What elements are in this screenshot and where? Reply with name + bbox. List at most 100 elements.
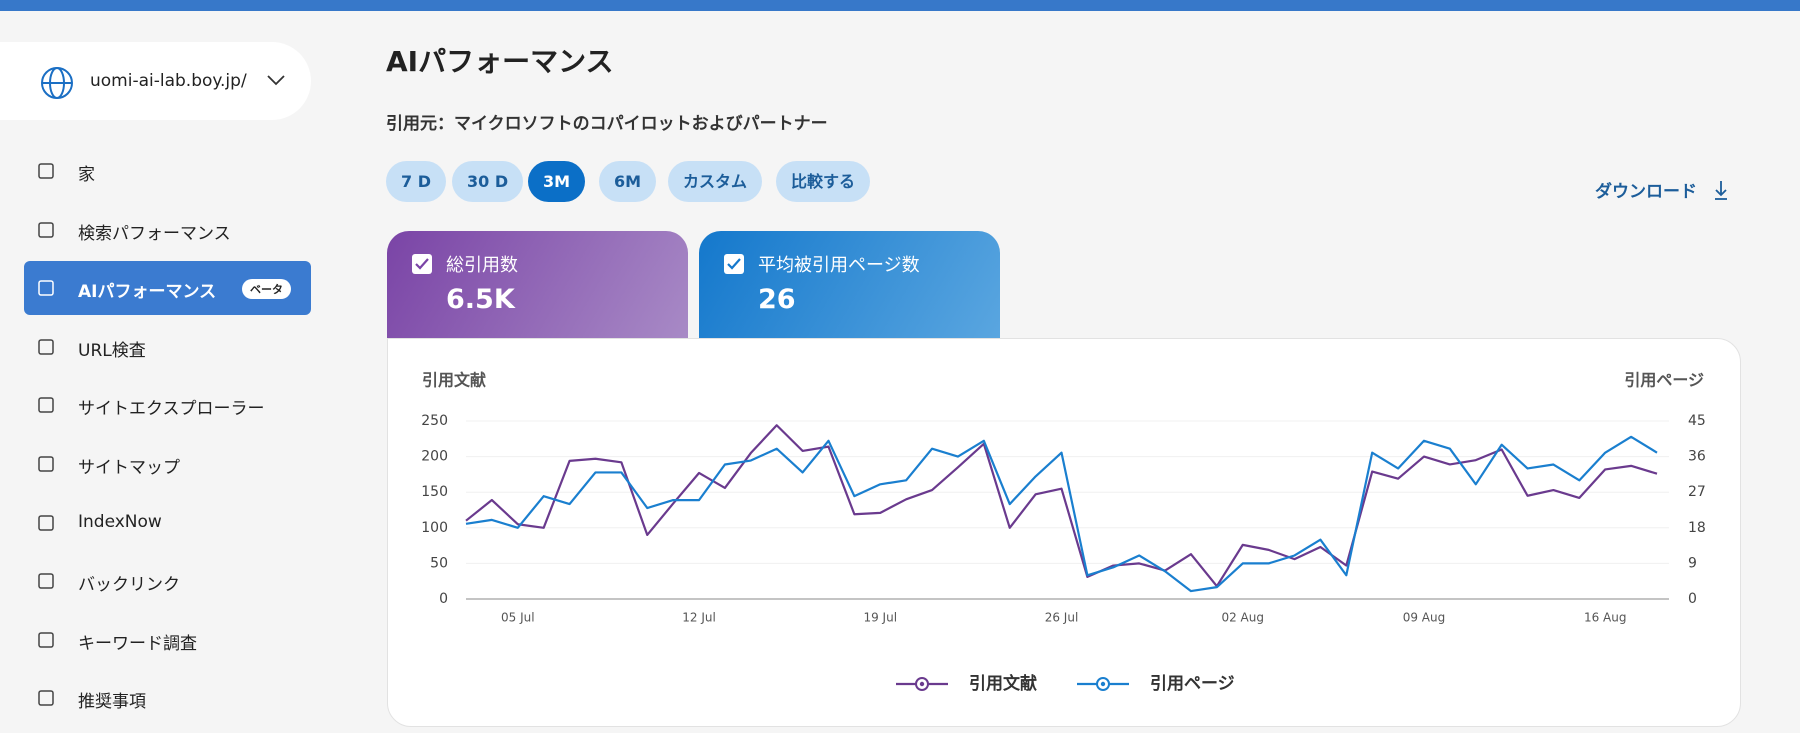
card-label: 平均被引用ページ数 [758,255,920,276]
metric-card[interactable]: 総引用数 6.5K [387,231,688,339]
tab[interactable]: 6M [599,161,657,202]
icon-shape [38,339,54,355]
series-line [465,424,1658,588]
nav-item[interactable]: 家 [24,144,311,198]
legend-label: 引用文献 [969,673,1037,694]
globe-icon [41,67,73,99]
nav-icon [38,163,54,179]
icon-shape [38,221,54,238]
y-tick-label: 150 [421,484,448,500]
nav-label: サイトエクスプローラー [78,399,265,420]
nav-item[interactable]: 推奨事項 [24,671,311,725]
nav-label: IndexNow [78,511,162,532]
nav-item[interactable]: キーワード調査 [24,613,311,667]
nav-label: バックリンク [78,575,180,596]
icon-shape [38,280,54,296]
nav-label: AIパフォーマンス [78,282,217,303]
y2-axis-title: 引用ページ [1624,371,1704,390]
legend-label: 引用ページ [1150,674,1235,694]
legend-dot [1100,681,1106,687]
check [727,258,741,270]
icon-shape [38,632,54,648]
nav-icon [38,456,54,472]
nav-icon [38,632,54,648]
nav-label: サイトマップ [78,458,180,478]
y-tick-label: 0 [439,591,448,607]
metric-card[interactable]: 平均被引用ページ数 26 [699,231,1000,339]
checkbox-box [724,254,744,274]
tab[interactable]: 3M [528,161,586,202]
tab[interactable]: 7 D [386,161,446,202]
nav-icon [38,339,54,355]
x-tick-label: 02 Aug [1221,611,1264,625]
tab[interactable]: カスタム [668,161,763,202]
nav-icon [38,690,54,707]
series-line [465,435,1658,593]
icon-shape [38,514,54,531]
nav-icon [38,514,54,531]
card-label: 総引用数 [446,255,518,276]
nav-label: 家 [78,165,95,185]
nav-item[interactable]: AIパフォーマンス ベータ [24,261,311,316]
x-tick-label: 19 Jul [863,611,897,625]
nav-badge: ベータ [242,279,291,300]
x-tick-label: 05 Jul [501,611,535,625]
checkbox [412,254,432,274]
legend-dot [919,681,925,687]
y2-tick-label: 27 [1688,484,1706,500]
nav-icon [38,280,54,296]
tab[interactable]: 比較する [776,161,871,202]
check [415,258,429,270]
nav-item[interactable]: サイトマップ [24,437,311,491]
domain-text: uomi-ai-lab.boy.jp/ [90,71,247,91]
tab[interactable]: 30 D [452,161,524,202]
download-button[interactable]: ダウンロード [1595,177,1729,202]
download-icon [1714,181,1727,200]
y2-tick-label: 0 [1688,591,1697,607]
nav-item[interactable]: URL検査 [24,320,311,374]
nav-label: 検索パフォーマンス [78,223,231,244]
nav-item[interactable]: IndexNow [24,496,311,550]
nav-icon [38,397,54,414]
icon-shape [38,573,54,589]
checkbox [724,254,744,274]
nav-icon [38,573,54,589]
card-value: 26 [758,284,796,315]
page-title: AIパフォーマンス [386,45,614,78]
y-tick-label: 50 [430,555,448,571]
subtitle: 引用元：マイクロソフトのコパイロットおよびパートナー [386,114,828,134]
nav-item[interactable]: サイトエクスプローラー [24,378,311,432]
y2-tick-label: 18 [1688,520,1706,536]
chart-panel: 引用文献 引用ページ 0 50 100 150 200 250 0 9 18 27 36 45 05 Jul… [387,338,1741,727]
nav-label: キーワード調査 [78,633,197,654]
legend-item: 引用ページ [1077,674,1235,694]
y2-tick-label: 9 [1688,555,1697,571]
y-tick-label: 200 [421,449,448,465]
icon-shape [38,163,54,179]
download-text: ダウンロード [1595,182,1697,202]
x-tick-label: 26 Jul [1045,611,1079,625]
nav-label: 推奨事項 [78,692,146,713]
checkbox-box [412,254,432,274]
x-tick-label: 16 Aug [1584,611,1627,625]
legend-item: 引用文献 [896,673,1037,694]
x-tick-label: 12 Jul [682,611,716,625]
nav-item[interactable]: 検索パフォーマンス [24,203,311,257]
chevron [267,75,285,86]
card-value: 6.5K [446,284,515,315]
icon-shape [38,456,54,472]
nav-icon [38,221,54,238]
y2-tick-label: 36 [1688,449,1706,465]
nav-item[interactable]: バックリンク [24,554,311,608]
top-bar [0,0,1800,11]
icon-shape [38,397,54,414]
y-tick-label: 100 [421,520,448,536]
icon-shape [38,690,54,707]
nav-label: URL検査 [78,340,146,361]
x-tick-label: 09 Aug [1403,611,1446,625]
domain-selector[interactable]: uomi-ai-lab.boy.jp/ [0,42,311,120]
y-axis-title: 引用文献 [422,371,486,390]
y-tick-label: 250 [421,413,448,429]
